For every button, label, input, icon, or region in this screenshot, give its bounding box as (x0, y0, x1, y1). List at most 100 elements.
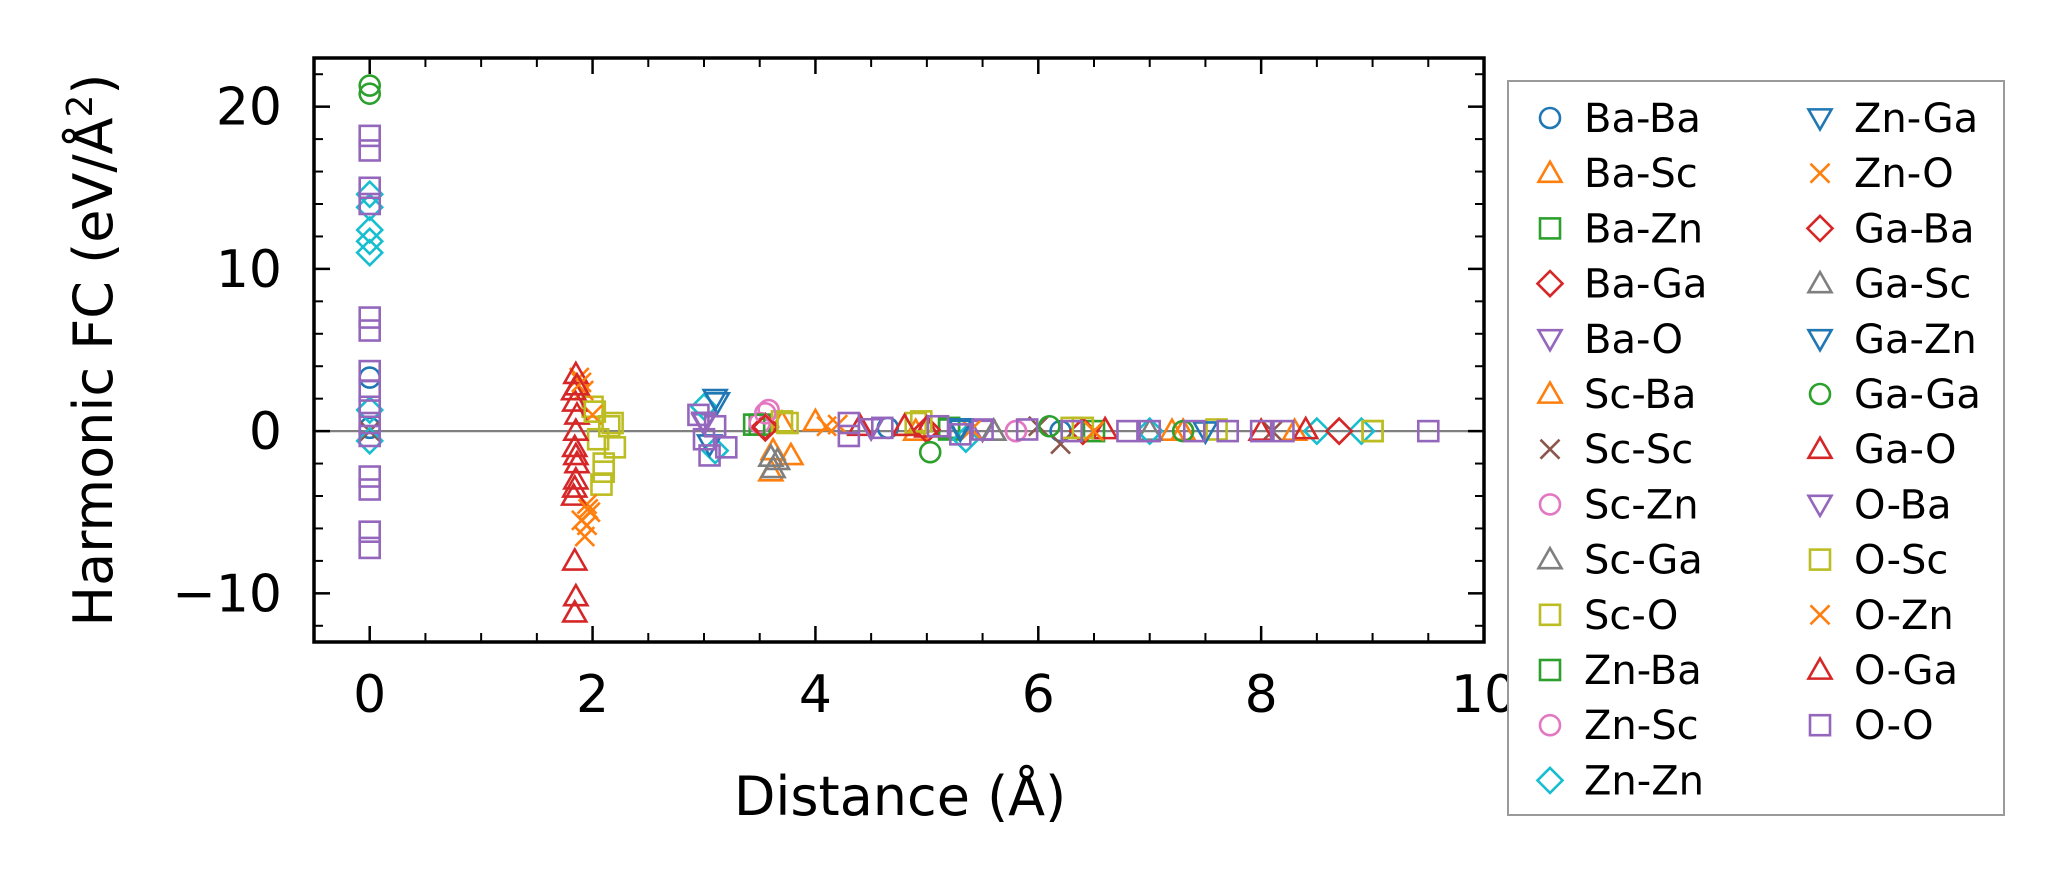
marker-ga-o (561, 387, 589, 412)
legend-label-zn-sc: Zn-Sc (1584, 703, 1699, 749)
marker-o-ga (890, 412, 919, 437)
marker-o-o (1416, 419, 1440, 443)
legend-label-zn-zn: Zn-Zn (1584, 758, 1704, 804)
legend-label-ga-ga: Ga-Ga (1854, 372, 1981, 418)
marker-o-o (358, 536, 382, 560)
marker-o-o (358, 395, 382, 419)
legend-marker-zn-ba (1538, 658, 1562, 682)
tick-labels: 0 2 4 6 8 10 −10 0 10 20 (172, 78, 1517, 725)
plot-frame (312, 56, 1486, 644)
marker-o-o (837, 411, 861, 435)
marker-ba-sc (777, 441, 805, 466)
marker-ga-ga (1038, 414, 1061, 438)
marker-zn-zn (1347, 416, 1376, 446)
marker-o-sc (909, 410, 933, 433)
marker-ga-o (1091, 415, 1119, 440)
legend-label-o-sc: O-Sc (1854, 538, 1948, 584)
axis-ticks (313, 58, 1486, 642)
legend-marker-o-sc (1808, 548, 1832, 571)
marker-ga-o (561, 546, 589, 571)
legend-marker-ba-ba (1538, 106, 1562, 130)
marker-ga-ga (918, 440, 942, 464)
marker-o-o (971, 418, 994, 441)
legend-marker-ba-sc (1536, 159, 1564, 184)
marker-sc-ga (763, 446, 792, 471)
legend-label-o-o: O-O (1854, 703, 1934, 749)
marker-ba-ba (358, 366, 382, 389)
marker-o-o (1060, 419, 1084, 443)
legend-marker-ga-o (1806, 435, 1834, 460)
x-tick-label: 8 (1245, 665, 1278, 725)
marker-o-sc (583, 400, 607, 423)
legend-label-sc-ga: Sc-Ga (1584, 538, 1703, 584)
legend-marker-o-ga (1806, 655, 1834, 680)
marker-o-o (358, 411, 382, 435)
marker-o-o (1272, 419, 1295, 443)
marker-o-o (1015, 418, 1039, 441)
marker-sc-ba (1158, 416, 1186, 442)
marker-o-o (358, 139, 382, 162)
legend-label-ba-o: Ba-O (1584, 317, 1683, 363)
legend-marker-zn-ga (1806, 108, 1834, 133)
y-tick-label: 20 (216, 78, 282, 138)
marker-zn-zn (1135, 416, 1165, 446)
legend-marker-sc-sc (1539, 438, 1561, 460)
legend-label-sc-sc: Sc-Sc (1584, 427, 1693, 473)
y-axis-label-main: Harmonic FC (eV/Å (61, 117, 125, 626)
marker-zn-zn (355, 179, 385, 209)
marker-o-o (698, 444, 721, 467)
legend-marker-zn-sc (1538, 713, 1562, 737)
marker-o-o (687, 403, 710, 427)
x-tick-label: 2 (576, 665, 609, 725)
marker-o-o (837, 424, 861, 448)
marker-o-ba (690, 411, 718, 436)
marker-o-zn (576, 514, 598, 536)
marker-o-o (358, 520, 382, 543)
marker-o-ga (563, 371, 591, 396)
marker-ga-o (1291, 415, 1320, 440)
x-tick-label: 0 (353, 665, 386, 725)
marker-o-o (1216, 419, 1240, 443)
legend-label-ba-zn: Ba-Zn (1584, 206, 1703, 252)
legend-marker-o-ba (1806, 494, 1834, 519)
marker-sc-ba (901, 416, 930, 442)
x-tick-label: 10 (1451, 665, 1517, 725)
marker-o-o (1182, 419, 1206, 443)
marker-o-ga (561, 473, 589, 498)
marker-sc-ga (1135, 416, 1164, 442)
marker-o-o (870, 416, 894, 440)
y-tick-label: −10 (172, 564, 282, 624)
marker-o-o (926, 414, 950, 438)
marker-o-o (1116, 419, 1139, 443)
marker-o-o (1138, 419, 1162, 443)
y-axis-label-exponent: 2 (60, 95, 101, 118)
marker-ga-ba (1324, 416, 1354, 446)
legend-marker-ga-sc (1806, 269, 1834, 294)
marker-o-o (358, 379, 382, 402)
marker-zn-zn (355, 238, 385, 268)
legend-marker-ba-o (1536, 328, 1564, 353)
legend-marker-sc-ba (1536, 379, 1564, 404)
legend-label-ga-ba: Ga-Ba (1854, 206, 1974, 252)
legend-label-zn-ga: Zn-Ga (1854, 96, 1978, 142)
legend-label-o-ba: O-Ba (1854, 482, 1952, 528)
legend-box (1507, 80, 2005, 816)
marker-sc-o (603, 436, 627, 459)
marker-sc-ba (801, 407, 830, 432)
legend-label-ga-o: Ga-O (1854, 427, 1957, 473)
marker-o-o (358, 424, 382, 448)
marker-o-o (358, 192, 382, 216)
legend-label-ba-sc: Ba-Sc (1584, 151, 1698, 197)
marker-o-o (1249, 419, 1273, 443)
marker-o-o (358, 319, 382, 342)
marker-o-sc (776, 411, 799, 435)
legend-label-o-zn: O-Zn (1854, 593, 1954, 639)
marker-o-ga (562, 441, 590, 466)
legend-label-ba-ba: Ba-Ba (1584, 96, 1701, 142)
y-axis-label: Harmonic FC (eV/Å2) (60, 74, 125, 627)
marker-ga-zn (703, 391, 732, 417)
marker-ga-o (561, 598, 589, 623)
marker-zn-zn (355, 226, 385, 256)
legend-label-ga-sc: Ga-Sc (1854, 262, 1971, 308)
marker-o-o (714, 436, 738, 459)
